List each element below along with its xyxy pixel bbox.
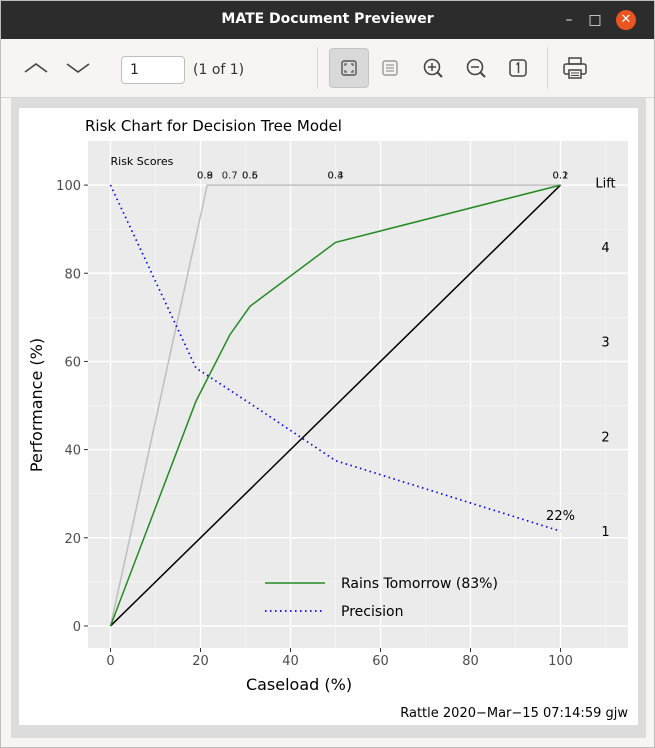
toolbar-separator: [317, 47, 318, 89]
document-page: Risk Chart for Decision Tree Model 0 20 40…: [19, 108, 638, 725]
plot-panel: [88, 141, 628, 648]
toolbar: (1 of 1): [1, 39, 654, 98]
chevron-down-icon: [66, 63, 90, 73]
close-icon: ✕: [620, 12, 632, 27]
chevron-up-icon: [24, 63, 48, 73]
window-title: MATE Document Previewer: [221, 11, 434, 27]
close-button[interactable]: ✕: [616, 10, 636, 30]
risk-score-label: 0.2: [553, 170, 569, 181]
zoom-out-button[interactable]: [459, 51, 493, 85]
y-axis-label: Performance (%): [27, 338, 46, 472]
lift-axis-label: Lift: [595, 176, 615, 191]
x-tick-label: 40: [282, 654, 299, 669]
x-axis-label: Caseload (%): [246, 675, 352, 694]
risk-chart: Risk Chart for Decision Tree Model 0 20 40…: [27, 117, 628, 721]
x-tick-label: 20: [192, 654, 209, 669]
risk-score-label: 0.5: [242, 170, 258, 181]
zoom-in-icon: [423, 58, 443, 78]
maximize-button[interactable]: □: [585, 10, 605, 30]
chart-title: Risk Chart for Decision Tree Model: [85, 117, 342, 135]
y-tick-label: 40: [64, 444, 81, 459]
precision-end-label: 22%: [546, 509, 575, 524]
x-tick-label: 0: [106, 654, 114, 669]
x-tick-label: 60: [372, 654, 389, 669]
page-number-input[interactable]: [121, 56, 185, 84]
legend-label: Precision: [341, 604, 403, 620]
maximize-icon: □: [588, 12, 602, 28]
lift-tick-label: 4: [601, 241, 609, 256]
y-tick-label: 20: [64, 532, 81, 547]
risk-score-label: 0.4: [328, 170, 344, 181]
fit-width-icon: [382, 60, 398, 76]
lift-tick-label: 3: [601, 336, 609, 351]
zoom-out-icon: [466, 58, 486, 78]
fit-page-icon: [341, 60, 357, 76]
chart-footer: Rattle 2020−Mar−15 07:14:59 gjw: [400, 706, 628, 721]
risk-score-label: 0.8: [197, 170, 213, 181]
title-bar: MATE Document Previewer – □ ✕: [1, 1, 654, 39]
legend-label: Rains Tomorrow (83%): [341, 576, 498, 592]
risk-score-label: 0.1: [553, 170, 569, 181]
print-button[interactable]: [558, 51, 592, 85]
risk-score-label: 0.6: [242, 170, 258, 181]
lift-tick-label: 1: [601, 525, 609, 540]
x-tick-label: 100: [548, 654, 573, 669]
print-icon: [563, 57, 587, 79]
actual-size-button[interactable]: [501, 51, 535, 85]
document-view[interactable]: Risk Chart for Decision Tree Model 0 20 40…: [11, 98, 646, 738]
fit-page-button[interactable]: [329, 48, 369, 88]
minimize-icon: –: [565, 12, 573, 28]
rains-tomorrow-line: [109, 184, 561, 627]
toolbar-separator: [547, 47, 548, 89]
y-tick-label: 60: [64, 355, 81, 370]
page-count-label: (1 of 1): [193, 62, 245, 78]
baseline-line: [109, 184, 562, 627]
risk-score-label: 0.3: [328, 170, 344, 181]
zoom-in-button[interactable]: [416, 51, 450, 85]
fit-width-button[interactable]: [373, 51, 407, 85]
lift-tick-label: 2: [601, 430, 609, 445]
next-page-button[interactable]: [61, 51, 95, 85]
y-tick-label: 100: [56, 179, 81, 194]
actual-size-icon: [509, 59, 527, 77]
risk-score-label: 0.9: [197, 170, 213, 181]
risk-score-label: 0.7: [222, 170, 238, 181]
y-tick-label: 80: [64, 267, 81, 282]
risk-score-line: [109, 184, 561, 627]
minimize-button[interactable]: –: [559, 10, 579, 30]
risk-scores-label: Risk Scores: [111, 155, 174, 168]
x-tick-label: 80: [462, 654, 479, 669]
y-tick-label: 0: [73, 620, 81, 635]
previous-page-button[interactable]: [19, 51, 53, 85]
